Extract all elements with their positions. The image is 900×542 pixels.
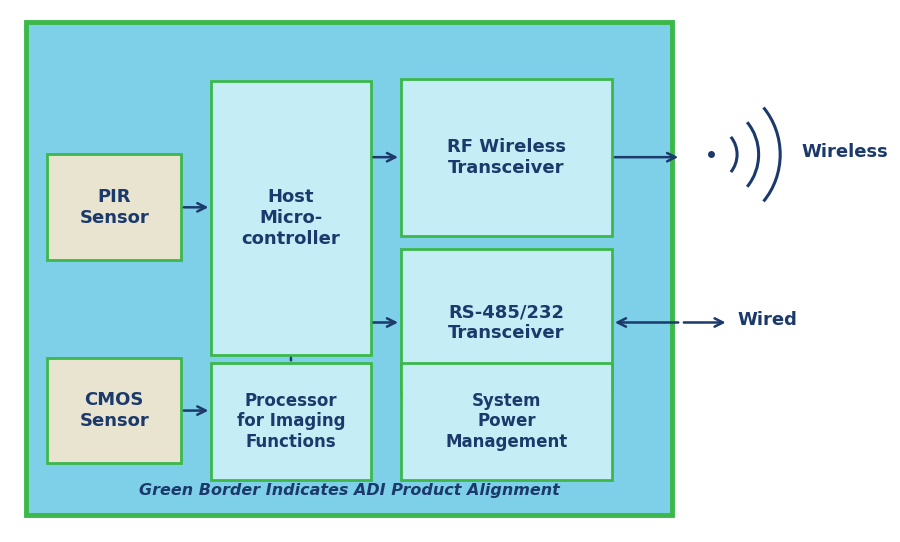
Text: Wired: Wired bbox=[737, 311, 796, 329]
Text: Green Border Indicates ADI Product Alignment: Green Border Indicates ADI Product Align… bbox=[139, 483, 560, 498]
Text: Processor
for Imaging
Functions: Processor for Imaging Functions bbox=[237, 392, 346, 451]
Text: System
Power
Management: System Power Management bbox=[446, 392, 568, 451]
Bar bbox=[48, 358, 181, 463]
Text: RF Wireless
Transceiver: RF Wireless Transceiver bbox=[447, 138, 566, 177]
Bar bbox=[400, 363, 612, 480]
Text: PIR
Sensor: PIR Sensor bbox=[79, 188, 149, 227]
Bar bbox=[400, 249, 612, 396]
Bar bbox=[212, 81, 371, 355]
Text: CMOS
Sensor: CMOS Sensor bbox=[79, 391, 149, 430]
Text: Host
Micro-
controller: Host Micro- controller bbox=[241, 189, 340, 248]
Text: RS-485/232
Transceiver: RS-485/232 Transceiver bbox=[448, 303, 564, 342]
Text: Wireless: Wireless bbox=[802, 143, 888, 161]
Bar bbox=[212, 363, 371, 480]
Bar bbox=[400, 79, 612, 236]
Bar bbox=[48, 154, 181, 260]
Bar bbox=[26, 22, 672, 515]
